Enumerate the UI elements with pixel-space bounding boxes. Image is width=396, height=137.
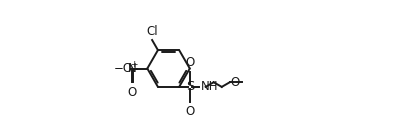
Text: O: O [230, 76, 240, 89]
Text: −O: −O [114, 62, 133, 75]
Text: O: O [127, 86, 137, 99]
Text: NH: NH [201, 80, 218, 93]
Text: O: O [185, 56, 195, 69]
Text: S: S [186, 80, 194, 93]
Text: Cl: Cl [146, 25, 158, 38]
Text: O: O [185, 105, 195, 118]
Text: +: + [130, 60, 138, 69]
Text: N: N [128, 62, 136, 75]
